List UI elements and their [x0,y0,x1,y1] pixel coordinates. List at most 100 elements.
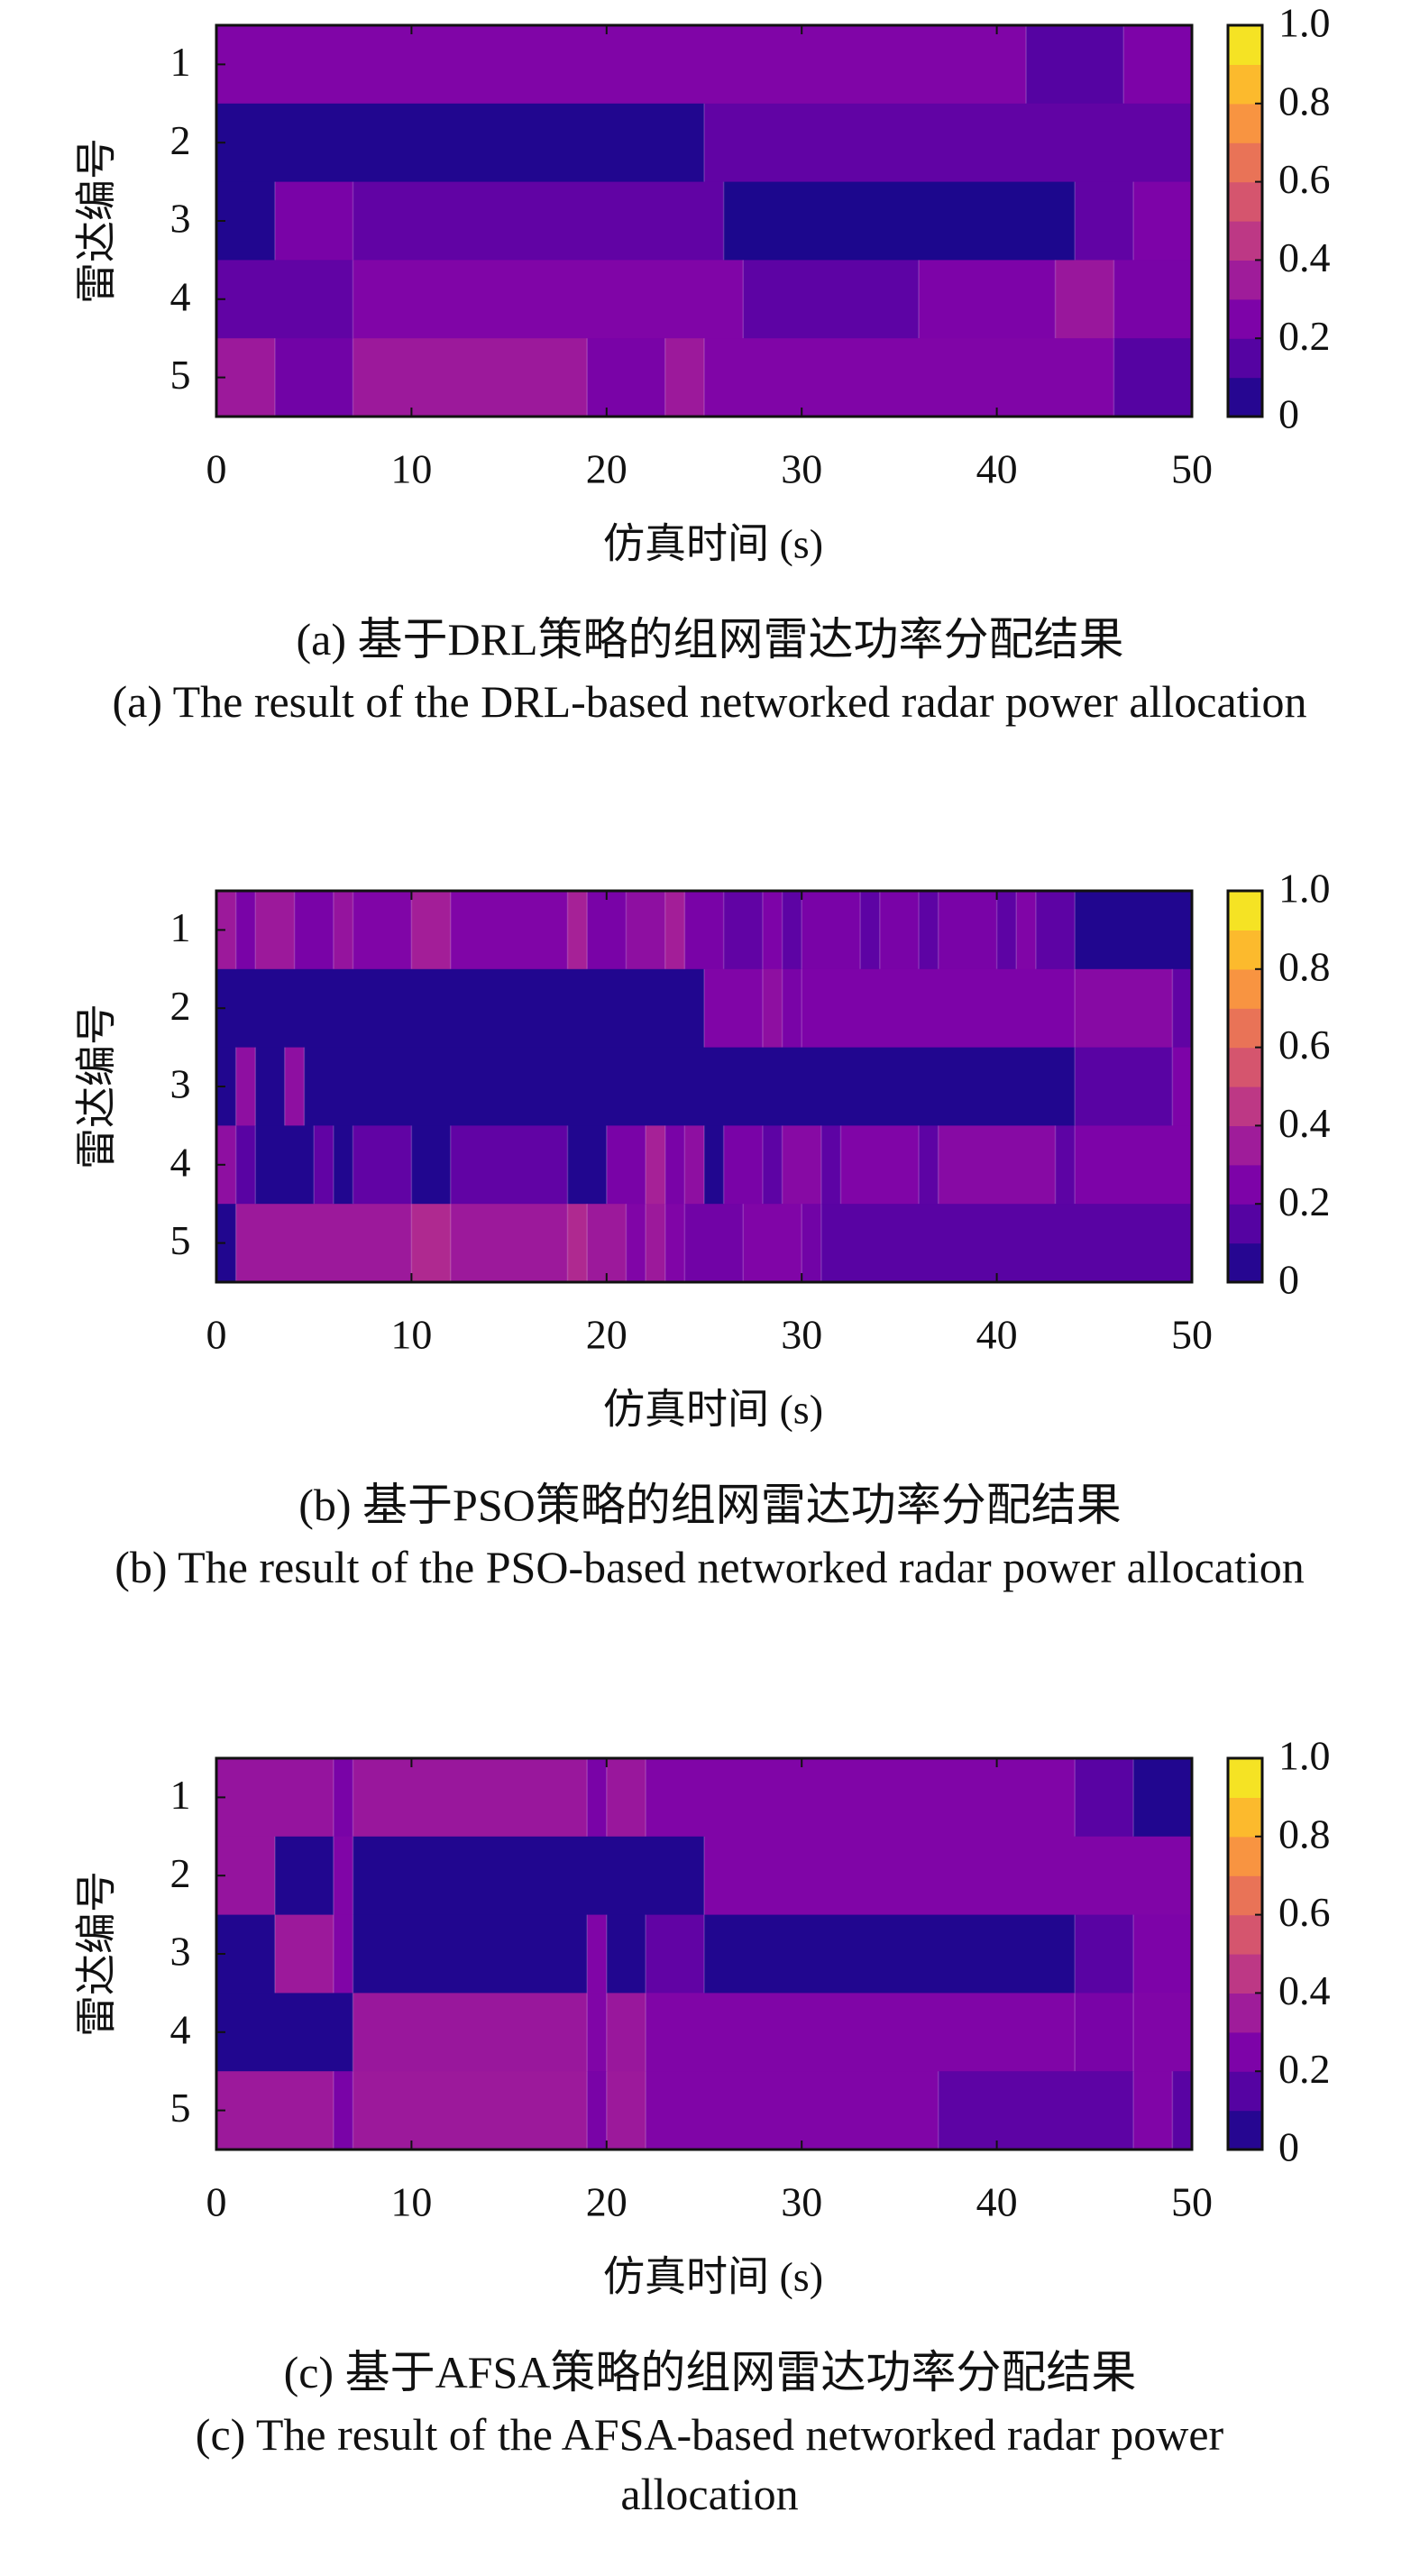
x-tick-label: 40 [976,446,1018,492]
heatmap-cell [1075,1993,1134,2072]
heatmap-cell [802,968,1076,1049]
heatmap-cell [919,260,1057,339]
x-tick-label: 50 [1171,1312,1213,1358]
heatmap-cell [684,1204,744,1283]
heatmap-cell [646,1204,666,1283]
heatmap-cell [1075,1914,1134,1994]
x-axis-label: 仿真时间 (s) [603,521,823,567]
heatmap-cell [587,1758,608,1838]
heatmap-cell [782,891,802,970]
colorbar-segment [1228,1875,1262,1916]
heatmap-cell [704,338,1115,417]
heatmap-cell [762,891,783,970]
heatmap-cell [626,891,666,970]
heatmap-cell [353,1993,588,2072]
colorbar-segment [1228,1242,1262,1283]
heatmap-cell [333,1836,354,1916]
heatmap-cell [1133,1993,1193,2072]
heatmap-cell [743,260,920,339]
y-tick-label: 1 [170,904,191,950]
heatmap-cell [664,1125,685,1205]
y-tick-label: 1 [170,1772,191,1818]
heatmap-cell [216,1914,276,1994]
colorbar-segment [1228,1086,1262,1126]
colorbar-segment [1228,2110,1262,2150]
heatmap-cell [353,891,412,970]
x-axis-label: 仿真时间 (s) [603,1387,823,1433]
heatmap-cell [274,338,354,417]
x-axis-label: 仿真时间 (s) [603,2254,823,2300]
caption-en-b: (b) The result of the PSO-based networke… [115,1542,1305,1592]
heatmap-cell [411,1204,452,1283]
y-axis-label: 雷达编号 [74,1004,120,1169]
heatmap-cell [626,1204,646,1283]
heatmap-cell [450,1125,569,1205]
colorbar-segment [1228,968,1262,1009]
colorbar-segment [1228,1993,1262,2033]
heatmap-cell [1016,891,1037,970]
colorbar-segment [1228,181,1262,222]
heatmap-cell [216,1204,237,1283]
colorbar-tick-label: 0.4 [1278,1100,1331,1146]
heatmap-cell [762,1125,783,1205]
colorbar-tick-label: 0.8 [1278,943,1331,989]
heatmap-cell [216,1836,276,1916]
colorbar-segment [1228,1914,1262,1955]
colorbar-segment [1228,930,1262,970]
heatmap-cell [216,2071,334,2150]
heatmap-cell [1075,1047,1173,1126]
colorbar-segment [1228,891,1262,930]
y-tick-label: 5 [170,1217,191,1263]
heatmap-cell [1172,968,1193,1049]
heatmap-cell [216,891,237,970]
caption-cn-a: (a) 基于DRL策略的组网雷达功率分配结果 [296,614,1124,665]
heatmap-cell [646,1993,1076,2072]
heatmap-cell [353,2071,588,2150]
heatmap-cell [1172,2071,1193,2150]
heatmap-cell [606,2071,646,2150]
y-tick-label: 2 [170,1850,191,1896]
x-tick-label: 30 [781,446,822,492]
colorbar-tick-label: 0.6 [1278,1022,1331,1068]
heatmap-cell [606,1914,646,1994]
x-tick-label: 40 [976,1312,1018,1358]
heatmap-cell [782,1125,822,1205]
heatmap-cell [802,891,861,970]
heatmap-cell [1113,338,1193,417]
heatmap-cell [664,891,685,970]
x-tick-label: 10 [390,1312,432,1358]
heatmap-cell [314,1125,334,1205]
heatmap-cell [274,1914,334,1994]
heatmap-cell [587,2071,608,2150]
heatmap-cell [216,1125,237,1205]
heatmap-cell [587,1204,628,1283]
heatmap-cell [664,1204,685,1283]
colorbar-segment [1228,298,1262,339]
x-tick-label: 0 [206,446,227,492]
heatmap-cell [606,1993,646,2072]
x-tick-label: 20 [586,1312,628,1358]
colorbar-tick-label: 0.4 [1278,234,1331,280]
x-tick-label: 0 [206,1312,227,1358]
heatmap-cell [304,1047,1076,1126]
heatmap-cell [1133,1758,1193,1838]
heatmap-cell [216,181,276,261]
heatmap-cell [333,1914,354,1994]
colorbar-tick-label: 0.2 [1278,2046,1331,2092]
heatmap-cell [255,1047,286,1126]
heatmap-cell [255,1125,315,1205]
heatmap-cell [567,1204,588,1283]
heatmap-cell [450,891,569,970]
colorbar-tick-label: 0 [1278,2124,1299,2170]
y-axis-label: 雷达编号 [74,138,120,304]
heatmap-cell [274,1836,334,1916]
heatmap-cell [235,1125,256,1205]
heatmap-cell [216,1758,334,1838]
colorbar-segment [1228,103,1262,143]
heatmap-cell [938,2071,1134,2150]
heatmap-cell [216,1047,237,1126]
colorbar-segment [1228,2071,1262,2112]
y-tick-label: 3 [170,196,191,242]
